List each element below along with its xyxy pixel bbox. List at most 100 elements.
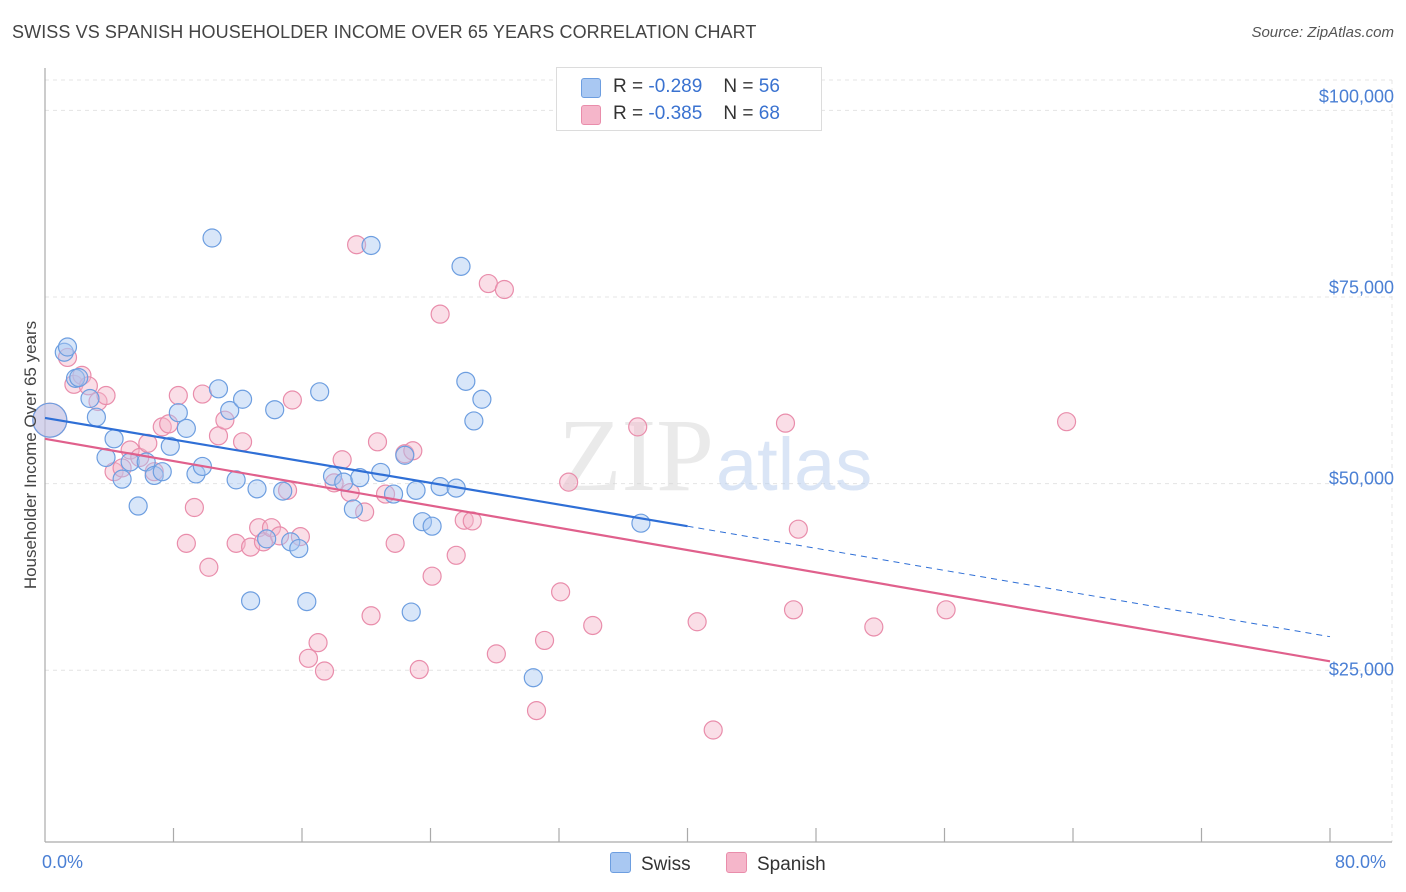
swiss-point bbox=[220, 400, 240, 421]
swiss-point bbox=[297, 591, 317, 612]
swiss-point bbox=[281, 532, 301, 552]
spanish-point bbox=[314, 661, 335, 681]
swiss-point bbox=[57, 337, 78, 357]
spanish-legend-label: Spanish bbox=[757, 854, 826, 875]
spanish-n-value: 68 bbox=[758, 103, 780, 124]
spanish-point bbox=[559, 472, 579, 492]
swiss-point bbox=[472, 389, 492, 409]
swiss-point bbox=[160, 436, 180, 456]
chart-title: SWISS VS SPANISH HOUSEHOLDER INCOME OVER… bbox=[12, 22, 757, 42]
axes bbox=[44, 68, 1392, 843]
x-tick-label-min: 0.0% bbox=[42, 852, 84, 872]
spanish-trendline bbox=[44, 437, 1331, 663]
spanish-point bbox=[775, 413, 796, 433]
swiss-point bbox=[32, 402, 68, 438]
spanish-point bbox=[494, 279, 514, 300]
y-tick-label-75000: $75,000 bbox=[1328, 277, 1394, 298]
spanish-point bbox=[308, 633, 328, 653]
spanish-point bbox=[583, 615, 603, 636]
x-tick-label-max: 80.0% bbox=[1335, 852, 1387, 872]
spanish-point bbox=[298, 648, 319, 668]
spanish-point bbox=[226, 533, 246, 553]
swiss-point bbox=[350, 468, 370, 488]
swiss-legend-label: Swiss bbox=[641, 854, 691, 875]
swiss-point bbox=[289, 538, 309, 559]
swiss-point bbox=[523, 668, 543, 688]
spanish-point bbox=[347, 235, 367, 255]
swiss-point bbox=[69, 368, 89, 388]
swiss-point bbox=[265, 400, 285, 420]
spanish-point bbox=[282, 390, 302, 410]
swiss-point bbox=[412, 512, 433, 532]
spanish-point bbox=[232, 432, 253, 452]
swiss-trendline bbox=[44, 416, 688, 528]
spanish-point bbox=[788, 519, 808, 539]
swiss-point bbox=[241, 591, 261, 611]
spanish-point bbox=[534, 630, 555, 651]
swiss-point bbox=[208, 379, 229, 399]
spanish-point bbox=[96, 385, 116, 406]
spanish-point bbox=[409, 659, 429, 680]
watermark-atlas: atlas bbox=[716, 423, 872, 506]
swiss-point bbox=[112, 469, 132, 489]
spanish-point bbox=[192, 384, 213, 404]
legend-item-swiss[interactable]: Swiss bbox=[610, 852, 691, 876]
swiss-point bbox=[422, 516, 442, 536]
y-tick-label-25000: $25,000 bbox=[1328, 659, 1394, 680]
spanish-point bbox=[199, 557, 219, 577]
swiss-swatch bbox=[581, 78, 601, 98]
swiss-point bbox=[54, 342, 74, 362]
swiss-point bbox=[176, 418, 196, 438]
spanish-point bbox=[936, 600, 956, 620]
trendlines bbox=[44, 416, 1331, 663]
spanish-point bbox=[430, 304, 450, 324]
swiss-point bbox=[451, 256, 471, 276]
swiss-point bbox=[257, 529, 277, 549]
swiss-point bbox=[80, 388, 100, 409]
spanish-point bbox=[687, 612, 707, 632]
swiss-point bbox=[401, 602, 421, 622]
swiss-point bbox=[104, 429, 124, 449]
spanish-point bbox=[241, 537, 261, 557]
swiss-point bbox=[152, 462, 172, 482]
swiss-n-value: 56 bbox=[758, 76, 780, 97]
swiss-n-label: N = bbox=[723, 76, 754, 97]
correlation-legend: R = -0.289 N = 56 R = -0.385 N = 68 bbox=[556, 67, 822, 131]
spanish-point bbox=[864, 617, 884, 637]
swiss-points bbox=[32, 228, 651, 688]
spanish-point bbox=[478, 273, 498, 294]
spanish-point bbox=[184, 497, 204, 518]
spanish-point bbox=[1056, 412, 1077, 432]
spanish-r-value: -0.385 bbox=[648, 103, 703, 124]
spanish-point bbox=[385, 533, 405, 553]
spanish-point bbox=[551, 582, 571, 602]
swiss-trendline-extrapolated bbox=[687, 525, 1331, 638]
swiss-point bbox=[247, 479, 267, 499]
swiss-point bbox=[86, 407, 107, 427]
swiss-point bbox=[168, 403, 188, 423]
spanish-point bbox=[176, 533, 196, 553]
swiss-point bbox=[232, 389, 253, 409]
swiss-point bbox=[464, 411, 484, 431]
spanish-point bbox=[628, 417, 648, 437]
spanish-point bbox=[215, 410, 235, 430]
swiss-point bbox=[456, 371, 476, 391]
spanish-point bbox=[261, 518, 282, 538]
swiss-point bbox=[406, 480, 426, 500]
spanish-point bbox=[422, 566, 442, 586]
zipatlas-watermark: ZIP atlas bbox=[558, 398, 872, 513]
swiss-r-value: -0.289 bbox=[648, 76, 703, 97]
swiss-point bbox=[343, 499, 363, 519]
spanish-legend-swatch bbox=[726, 852, 747, 873]
swiss-point bbox=[202, 228, 222, 248]
spanish-point bbox=[367, 432, 388, 452]
swiss-r-label: R = bbox=[613, 76, 644, 97]
spanish-n-label: N = bbox=[723, 103, 754, 124]
source-label: Source: ZipAtlas.com bbox=[1251, 24, 1394, 41]
spanish-point bbox=[361, 606, 381, 626]
spanish-r-label: R = bbox=[613, 103, 644, 124]
swiss-point bbox=[361, 235, 381, 256]
legend-item-spanish[interactable]: Spanish bbox=[726, 852, 826, 876]
spanish-points bbox=[32, 235, 1077, 740]
